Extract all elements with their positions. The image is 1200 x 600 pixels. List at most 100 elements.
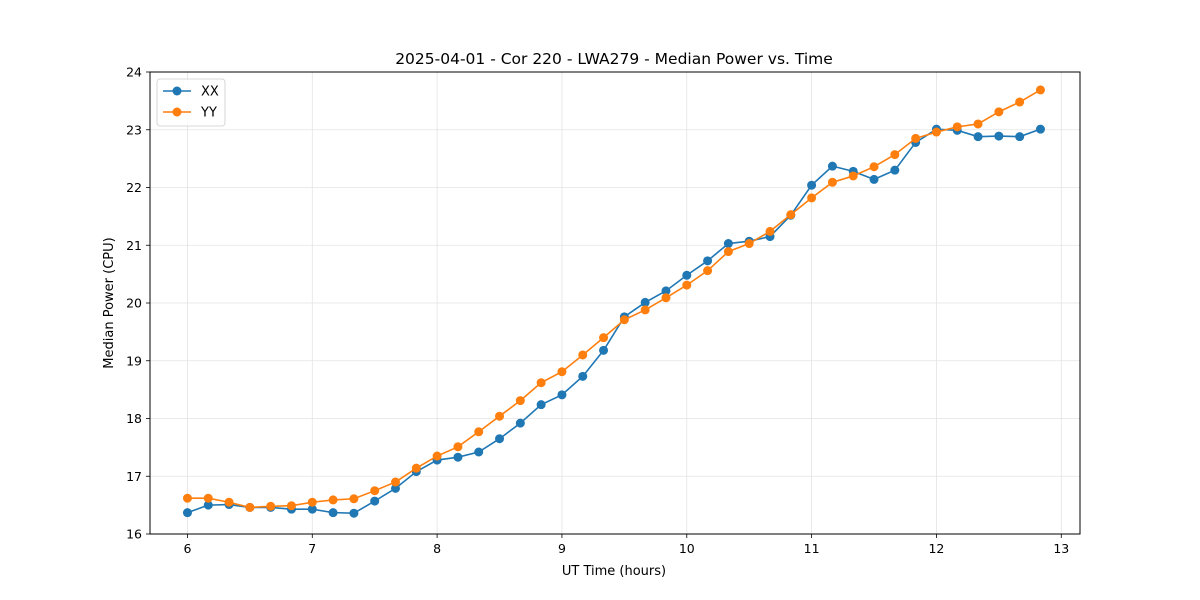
y-tick-label: 23 <box>126 122 142 137</box>
series-xx-point <box>1015 132 1025 142</box>
series-xx-point <box>536 400 546 410</box>
series-xx-point <box>599 345 609 355</box>
series-yy-point <box>245 502 255 512</box>
series-xx-point <box>723 239 733 249</box>
x-tick-label: 7 <box>308 541 316 556</box>
series-yy-point <box>495 411 505 421</box>
series-yy-point <box>224 497 234 507</box>
series-yy-point <box>848 171 858 181</box>
legend-label-yy: YY <box>200 106 217 121</box>
series-yy-point <box>328 495 338 505</box>
series-xx-point <box>391 483 401 493</box>
y-tick-label: 18 <box>126 411 142 426</box>
series-yy-point <box>640 305 650 315</box>
series-yy-point <box>453 442 463 452</box>
series-xx-point <box>661 286 671 296</box>
y-tick-label: 17 <box>126 469 142 484</box>
legend-item-xx: XX <box>163 85 219 100</box>
series-yy <box>182 85 1045 512</box>
chart-title: 2025-04-01 - Cor 220 - LWA279 - Median P… <box>395 50 833 68</box>
series-yy-point <box>266 501 276 511</box>
x-tick-label: 6 <box>183 541 191 556</box>
y-tick-label: 22 <box>126 180 142 195</box>
series-yy-point <box>307 497 317 507</box>
grid-lines <box>150 71 1080 535</box>
series-yy-line <box>187 89 1041 509</box>
series-yy-point <box>391 477 401 487</box>
series-yy-point <box>370 486 380 496</box>
legend-item-yy: YY <box>163 106 217 121</box>
series-yy-point <box>515 396 525 406</box>
series-yy-point <box>952 122 962 132</box>
series-yy-point <box>890 150 900 160</box>
series-xx-point <box>453 452 463 462</box>
legend: XX YY <box>156 78 226 127</box>
series-xx-point <box>328 508 338 518</box>
series-yy-point <box>286 501 296 511</box>
series-xx-point <box>182 508 192 518</box>
series-yy-point <box>557 367 567 377</box>
series-yy-point <box>869 162 879 172</box>
series-yy-point <box>994 107 1004 117</box>
x-tick-label: 9 <box>558 541 566 556</box>
series-xx-point <box>474 447 484 457</box>
series-yy-point <box>432 451 442 461</box>
x-axis-label: UT Time (hours) <box>562 564 666 579</box>
x-tick-label: 11 <box>804 541 820 556</box>
legend-swatch-marker <box>172 86 182 96</box>
series-yy-point <box>911 133 921 143</box>
series-yy-point <box>619 315 629 325</box>
series-xx-point <box>495 434 505 444</box>
series-yy-point <box>973 119 983 129</box>
series-yy-point <box>599 333 609 343</box>
series-yy-point <box>931 127 941 137</box>
series-yy-point <box>203 493 213 503</box>
y-tick-label: 16 <box>126 527 142 542</box>
y-tick-label: 19 <box>126 353 142 368</box>
series-xx-point <box>1035 124 1045 134</box>
series-xx-point <box>869 174 879 184</box>
x-tick-label: 10 <box>679 541 695 556</box>
series-xx-point <box>349 508 359 518</box>
series-yy-point <box>182 493 192 503</box>
series-yy-point <box>474 427 484 437</box>
series-yy-point <box>744 239 754 249</box>
legend-swatch-marker <box>172 107 182 117</box>
series-yy-point <box>661 293 671 303</box>
series-xx-point <box>578 371 588 381</box>
series-yy-point <box>578 350 588 360</box>
series-xx-point <box>307 504 317 514</box>
series-xx-point <box>557 390 567 400</box>
legend-label-xx: XX <box>201 85 219 100</box>
series-xx-point <box>973 132 983 142</box>
series-xx-point <box>703 256 713 266</box>
series-yy-point <box>682 280 692 290</box>
series-yy-point <box>1015 97 1025 107</box>
series-yy-point <box>411 463 421 473</box>
series-yy-point <box>349 494 359 504</box>
series-xx-point <box>682 270 692 280</box>
series-yy-point <box>703 266 713 276</box>
y-tick-label: 21 <box>126 238 142 253</box>
x-tick-label: 8 <box>433 541 441 556</box>
series-xx-point <box>890 165 900 175</box>
x-tick-label: 13 <box>1053 541 1069 556</box>
series-yy-point <box>1035 85 1045 95</box>
series-yy-point <box>536 378 546 388</box>
series-xx-point <box>994 131 1004 141</box>
series-yy-point <box>807 193 817 203</box>
series-yy-point <box>765 226 775 236</box>
axis-ticks: 6 7 8 9 10 11 12 13 16 17 18 19 20 21 22 23 24 <box>126 65 1069 557</box>
series-xx-point <box>827 161 837 171</box>
y-tick-label: 20 <box>126 296 142 311</box>
series-xx-line <box>187 128 1041 515</box>
series-yy-point <box>827 177 837 187</box>
series-xx-point <box>203 500 213 510</box>
x-tick-label: 12 <box>928 541 944 556</box>
series-xx-point <box>807 180 817 190</box>
y-tick-label: 24 <box>126 65 142 80</box>
series-xx-point <box>370 496 380 506</box>
series-yy-point <box>723 247 733 257</box>
data-series <box>182 85 1045 518</box>
